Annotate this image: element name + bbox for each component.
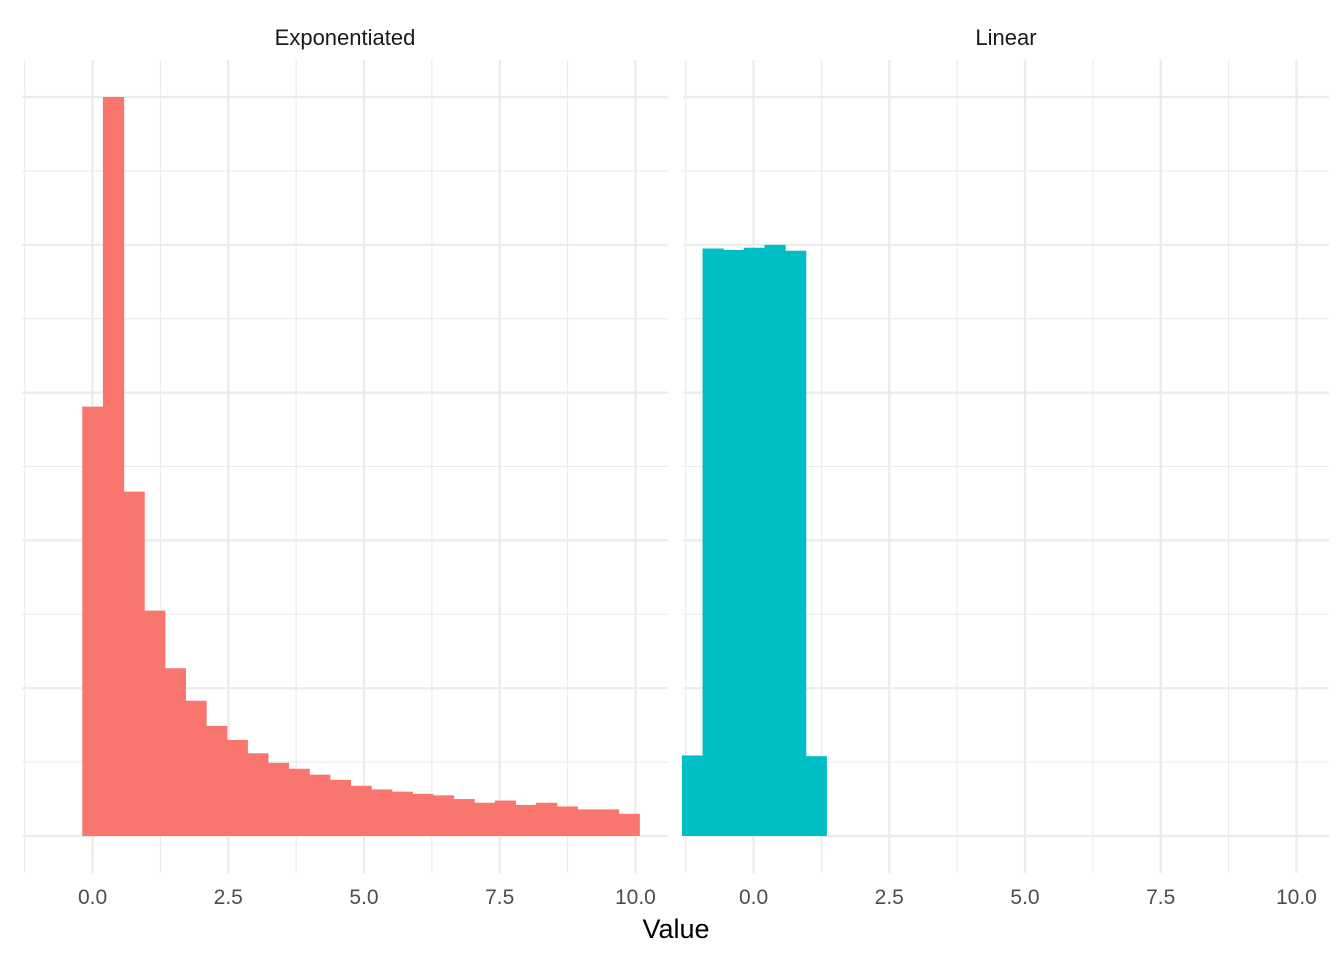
x-tick-label: 5.0 [1010, 886, 1039, 909]
panel-exponentiated: Exponentiated 0.0 2.5 5.0 7.5 10.0 [22, 25, 668, 909]
x-axis-title: Value [642, 914, 709, 944]
x-tick-label: 2.5 [214, 886, 243, 909]
histogram-bar [309, 774, 331, 836]
histogram-bar [764, 244, 786, 837]
histogram-bar [123, 491, 145, 836]
facet-title: Exponentiated [275, 25, 416, 50]
histogram-bar [515, 804, 537, 836]
histogram-bar [226, 739, 248, 836]
histogram-bar [206, 725, 228, 836]
x-tick-label: 7.5 [1146, 886, 1175, 909]
x-tick-label: 0.0 [78, 886, 107, 909]
facet-title: Linear [975, 25, 1036, 50]
histogram-bar [102, 97, 125, 836]
histogram-bar [805, 756, 827, 836]
x-tick-label: 5.0 [349, 886, 378, 909]
histogram-bar [494, 800, 517, 836]
histogram-bar [329, 779, 352, 836]
histogram-bar [702, 248, 724, 836]
histogram-bar [391, 791, 413, 836]
histogram-bar [412, 793, 434, 836]
histogram-bar [432, 795, 455, 836]
histogram-bar [288, 768, 310, 836]
x-tick-label: 2.5 [875, 886, 904, 909]
histogram-bar [556, 806, 578, 836]
histogram-bar [743, 247, 766, 837]
histogram-bar [618, 813, 640, 836]
panel-linear: Linear 0.0 2.5 5.0 7.5 10.0 [681, 25, 1329, 909]
histogram-bar [82, 406, 104, 836]
histogram-bar [681, 755, 704, 836]
histogram-bar [785, 250, 807, 836]
histogram-bar [267, 762, 290, 836]
histogram-bar [453, 799, 475, 836]
histogram-bar [474, 802, 496, 836]
x-tick-label: 10.0 [615, 886, 656, 909]
panels-layer: Exponentiated 0.0 2.5 5.0 7.5 10.0 Linear 0.0 2.… [22, 25, 1329, 909]
histogram-bar [185, 700, 207, 836]
histogram-bar [144, 610, 166, 836]
histogram-bar [350, 785, 372, 836]
histogram-bar [164, 668, 186, 836]
histogram-bar [247, 753, 269, 836]
x-tick-label: 7.5 [485, 886, 514, 909]
histogram-bar [597, 809, 620, 836]
x-tick-label: 0.0 [739, 886, 768, 909]
histogram-bar [371, 789, 393, 836]
histogram-bar [536, 802, 558, 836]
histogram-bar [723, 249, 745, 836]
x-tick-label: 10.0 [1276, 886, 1317, 909]
histogram-bar [577, 809, 599, 836]
